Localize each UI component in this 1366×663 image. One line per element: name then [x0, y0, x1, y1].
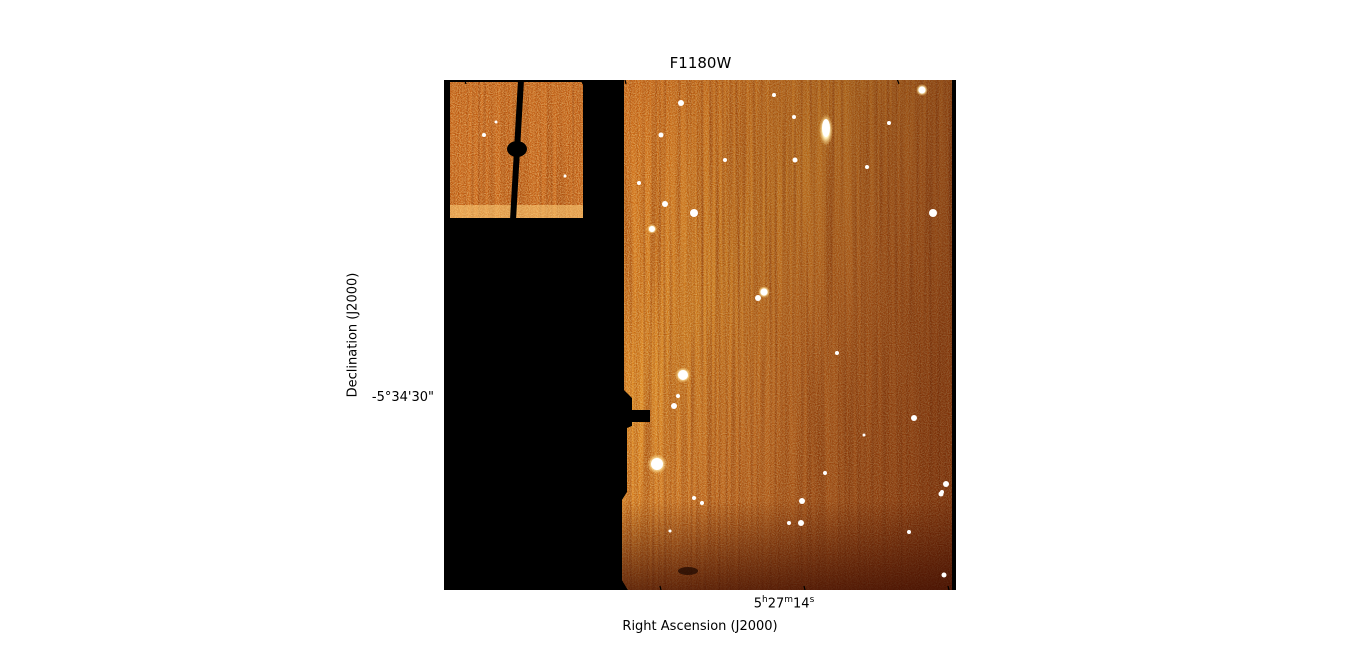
inset-detector-field: [450, 82, 583, 218]
main-detector-field: [622, 80, 952, 590]
y-tick-label: -5°34'30": [371, 390, 434, 405]
astronomical-image: [450, 80, 952, 590]
y-axis-label: Declination (J2000): [345, 272, 361, 398]
image-panel: [444, 80, 956, 590]
bright-sources: [482, 84, 949, 578]
x-axis-label: Right Ascension (J2000): [622, 619, 778, 634]
x-tick-label: 5h27m14s: [753, 595, 815, 612]
plot-title-text: F1180W: [669, 54, 732, 72]
plot-title: F1180W: [0, 54, 1366, 72]
